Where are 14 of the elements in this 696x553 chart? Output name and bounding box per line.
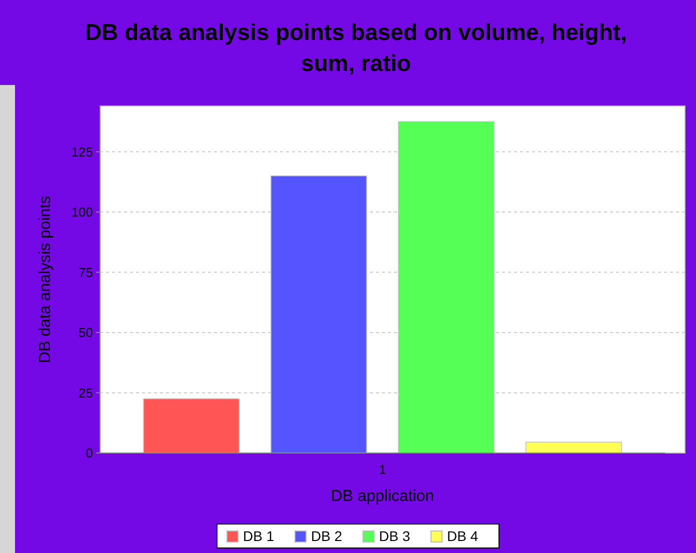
y-tick-label: 100 xyxy=(71,204,93,220)
y-tick-label: 50 xyxy=(78,325,93,340)
y-tick-label: 125 xyxy=(71,144,93,160)
legend-label: DB 2 xyxy=(311,528,342,544)
legend-label: DB 1 xyxy=(243,528,274,544)
legend-label: DB 3 xyxy=(379,528,410,544)
x-tick-label: 1 xyxy=(378,462,386,477)
y-tick-label: 0 xyxy=(86,446,93,461)
chart-title: DB data analysis points based on volume, height, sum, ratio xyxy=(85,19,627,76)
y-tick-label: 75 xyxy=(78,264,93,280)
legend-label: DB 4 xyxy=(447,528,478,544)
y-axis-title: DB data analysis points xyxy=(37,196,54,364)
x-axis-title: DB application xyxy=(330,488,434,505)
y-tick-label: 25 xyxy=(78,385,93,400)
